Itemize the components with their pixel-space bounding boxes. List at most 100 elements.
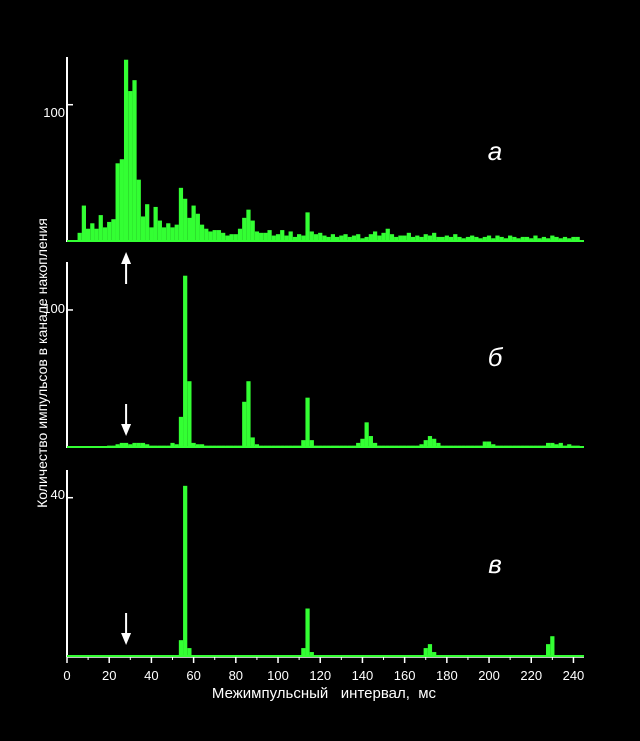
histogram-bar (136, 179, 141, 241)
histogram-bar (541, 445, 547, 447)
histogram-bar (297, 234, 302, 241)
histogram-bar (318, 445, 323, 447)
histogram-bar (191, 442, 196, 447)
histogram-bar (292, 236, 298, 241)
histogram-bar (267, 445, 272, 447)
histogram-bar (132, 80, 137, 241)
histogram-bar (377, 235, 382, 241)
histogram-bar (537, 238, 542, 241)
histogram-bar (406, 445, 411, 447)
histogram-bar (398, 235, 403, 241)
histogram-bar (259, 445, 264, 447)
histogram-bar (499, 236, 504, 241)
histogram-bar (237, 445, 243, 447)
histogram-bar (212, 445, 217, 447)
x-tick-label: 120 (309, 668, 331, 683)
histogram-bar (246, 209, 251, 241)
histogram-bar (225, 235, 230, 241)
histogram-bar (334, 236, 340, 241)
histogram-bar (297, 445, 302, 447)
histogram-bar (486, 235, 492, 241)
histogram-bar (503, 238, 509, 241)
histogram-bar (385, 228, 390, 241)
histogram-bar (558, 442, 563, 447)
histogram-bar (419, 236, 424, 241)
histogram-bar (322, 445, 327, 447)
histogram-bar (221, 232, 226, 241)
histogram-bar (250, 437, 255, 447)
histogram-bar (415, 445, 420, 447)
histogram-bar (153, 445, 158, 447)
histogram-bar (284, 445, 289, 447)
histogram-bar (90, 223, 95, 241)
histogram-bar (444, 235, 449, 241)
histogram-bar (301, 648, 306, 656)
x-tick-label: 60 (186, 668, 200, 683)
histogram-bar (170, 227, 175, 241)
histogram-bar (448, 236, 454, 241)
histogram-bar (478, 238, 483, 241)
histogram-bar (216, 230, 222, 241)
histogram-bar (246, 381, 251, 447)
histogram-bar (161, 445, 167, 447)
histogram-bar (419, 444, 424, 447)
histogram-bar (313, 445, 319, 447)
histogram-bar (461, 238, 466, 241)
histogram-bar (280, 445, 285, 447)
histogram-bar (119, 442, 124, 447)
y-tick-label: 100 (43, 105, 65, 120)
histogram-bar (149, 227, 154, 241)
histogram-bar (229, 445, 234, 447)
histogram-bar (128, 444, 133, 447)
histogram-bar (533, 445, 538, 447)
histogram-bar (174, 224, 179, 241)
histogram-bar (322, 235, 327, 241)
histogram-bar (554, 444, 559, 447)
histogram-bar (81, 205, 86, 241)
histogram-bar (550, 235, 555, 241)
histogram-bar (157, 445, 162, 447)
histogram-bar (199, 224, 205, 241)
y-tick-label: 100 (43, 301, 65, 316)
histogram-bar (267, 230, 272, 241)
histogram-bar (128, 91, 133, 242)
histogram-bar (465, 445, 471, 447)
histogram-bar (432, 438, 437, 447)
histogram-bar (242, 217, 247, 241)
histogram-bar (491, 444, 496, 447)
histogram-bar (183, 485, 188, 656)
histogram-bar (330, 234, 335, 241)
histogram-bar (309, 231, 314, 241)
arrow-head (121, 424, 132, 436)
histogram-bar (389, 445, 395, 447)
histogram-bar (550, 636, 555, 656)
histogram-bar (166, 223, 171, 241)
histogram-bar (115, 163, 120, 241)
histogram-bar (495, 235, 500, 241)
histogram-bar (288, 445, 293, 447)
histogram-bar (153, 206, 158, 241)
histogram-bar (516, 445, 521, 447)
histogram-bar (191, 205, 196, 241)
histogram-bar (491, 238, 496, 241)
histogram-bar (229, 234, 234, 241)
histogram-bar (571, 445, 576, 447)
histogram-bar (512, 236, 517, 241)
histogram-bar (140, 442, 146, 447)
histogram-bar (394, 445, 399, 447)
histogram-bar (347, 445, 352, 447)
histogram-bar (254, 444, 260, 447)
histogram-bar (436, 442, 441, 447)
histogram-bar (356, 442, 361, 447)
histogram-bar (377, 445, 382, 447)
histogram-bar (195, 213, 200, 241)
histogram-bar (402, 445, 407, 447)
histogram-bar (343, 445, 348, 447)
histogram-bar (242, 401, 247, 447)
histogram-bar (567, 444, 572, 447)
histogram-bar (364, 236, 369, 241)
histogram-bar (102, 227, 108, 241)
histogram-bar (554, 236, 559, 241)
histogram-bar (470, 445, 475, 447)
histogram-bar (212, 230, 217, 241)
